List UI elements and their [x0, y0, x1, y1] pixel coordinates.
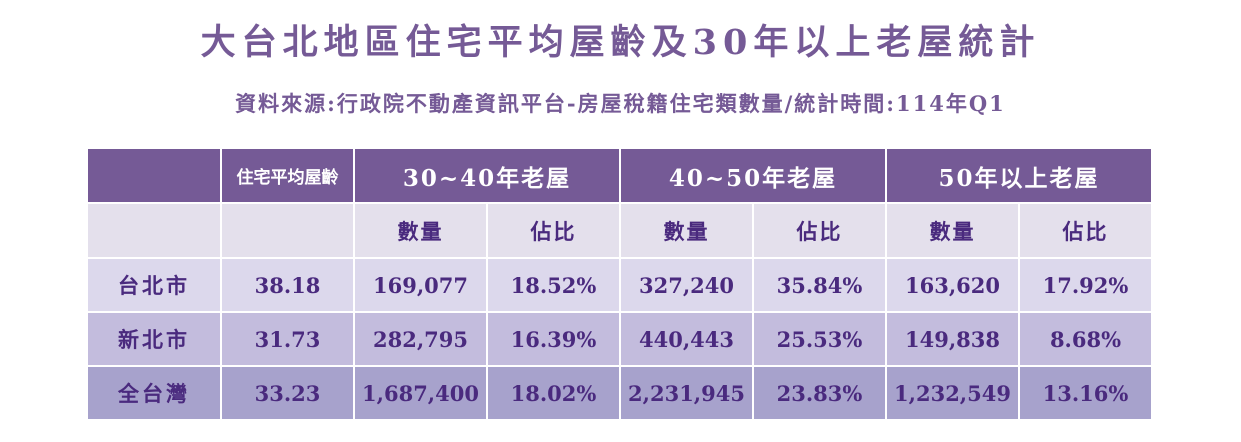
table-row: 全台灣 33.23 1,687,400 18.02% 2,231,945 23.… [88, 367, 1151, 419]
subheader-count: 數量 [355, 204, 486, 257]
subheader-blank-cell [222, 204, 353, 257]
ratio-50-plus: 8.68% [1020, 313, 1151, 365]
header-avg-age: 住宅平均屋齡 [222, 149, 353, 202]
region-label: 新北市 [88, 313, 220, 365]
ratio-40-50: 23.83% [754, 367, 885, 419]
table-row: 新北市 31.73 282,795 16.39% 440,443 25.53% … [88, 313, 1151, 365]
data-source-subtitle: 資料來源:行政院不動產資訊平台-房屋稅籍住宅類數量/統計時間:114年Q1 [235, 91, 1006, 116]
subheader-count: 數量 [887, 204, 1018, 257]
region-label: 台北市 [88, 259, 220, 311]
avg-age-value: 31.73 [222, 313, 353, 365]
subheader-ratio: 佔比 [754, 204, 885, 257]
count-50-plus: 1,232,549 [887, 367, 1018, 419]
region-label: 全台灣 [88, 367, 220, 419]
ratio-30-40: 18.52% [488, 259, 619, 311]
count-40-50: 327,240 [621, 259, 752, 311]
ratio-50-plus: 17.92% [1020, 259, 1151, 311]
avg-age-value: 38.18 [222, 259, 353, 311]
header-blank-cell [88, 149, 220, 202]
table-row: 台北市 38.18 169,077 18.52% 327,240 35.84% … [88, 259, 1151, 311]
count-30-40: 282,795 [355, 313, 486, 365]
ratio-40-50: 25.53% [754, 313, 885, 365]
subheader-ratio: 佔比 [488, 204, 619, 257]
page-title: 大台北地區住宅平均屋齡及30年以上老屋統計 [200, 22, 1041, 63]
header-group-30-40: 30~40年老屋 [355, 149, 619, 202]
table-header-row: 住宅平均屋齡 30~40年老屋 40~50年老屋 50年以上老屋 [88, 149, 1151, 202]
old-house-statistics-table: 住宅平均屋齡 30~40年老屋 40~50年老屋 50年以上老屋 數量 佔比 數… [86, 147, 1153, 421]
count-30-40: 1,687,400 [355, 367, 486, 419]
ratio-30-40: 18.02% [488, 367, 619, 419]
count-50-plus: 149,838 [887, 313, 1018, 365]
header-group-50-plus: 50年以上老屋 [887, 149, 1151, 202]
avg-age-value: 33.23 [222, 367, 353, 419]
ratio-40-50: 35.84% [754, 259, 885, 311]
count-30-40: 169,077 [355, 259, 486, 311]
subheader-ratio: 佔比 [1020, 204, 1151, 257]
table-subheader-row: 數量 佔比 數量 佔比 數量 佔比 [88, 204, 1151, 257]
subheader-blank-cell [88, 204, 220, 257]
ratio-50-plus: 13.16% [1020, 367, 1151, 419]
ratio-30-40: 16.39% [488, 313, 619, 365]
count-40-50: 2,231,945 [621, 367, 752, 419]
header-group-40-50: 40~50年老屋 [621, 149, 885, 202]
subheader-count: 數量 [621, 204, 752, 257]
count-50-plus: 163,620 [887, 259, 1018, 311]
count-40-50: 440,443 [621, 313, 752, 365]
